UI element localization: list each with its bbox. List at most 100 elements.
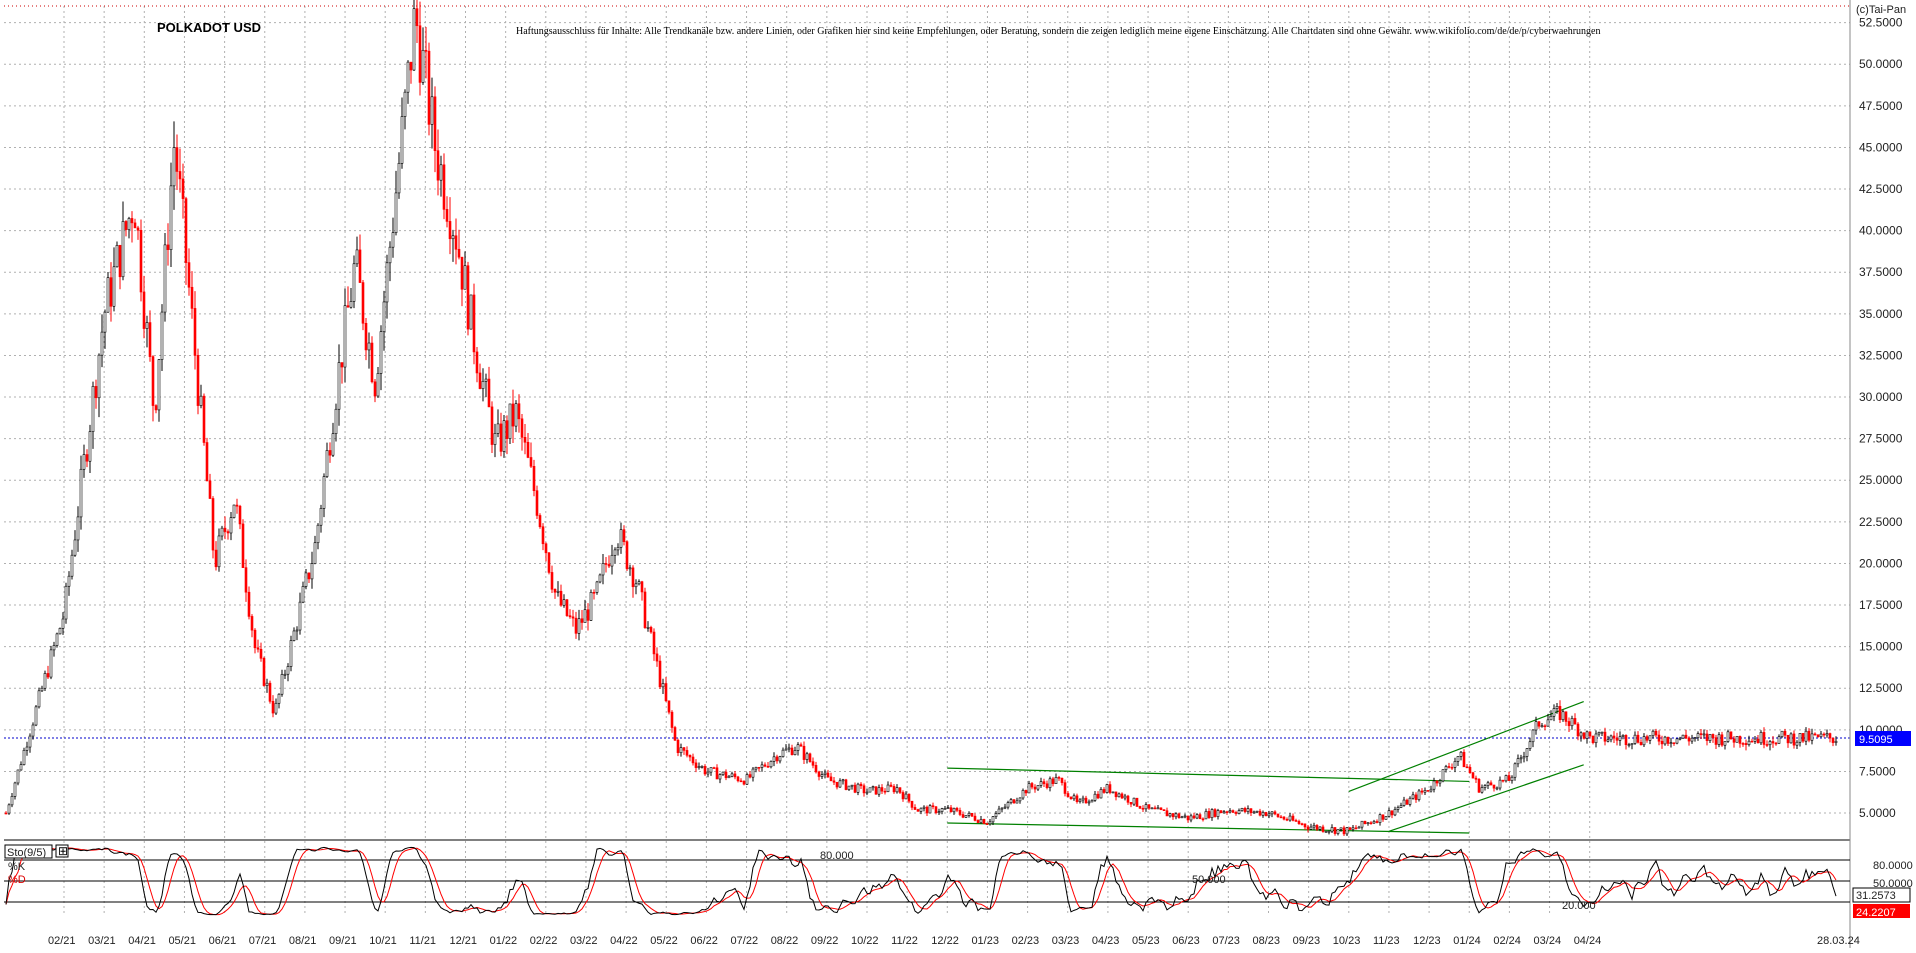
candle-body <box>37 690 41 708</box>
candle-body <box>1324 831 1328 833</box>
candle-body <box>871 786 875 789</box>
candle-body <box>1318 826 1322 830</box>
candle-body <box>10 796 14 806</box>
candle-body <box>151 356 155 406</box>
date-label: 28.03.24 <box>1817 935 1860 947</box>
candle-body <box>439 164 443 181</box>
candle-body <box>1345 827 1349 835</box>
candle-body <box>1216 810 1220 817</box>
candle-body <box>1174 813 1178 818</box>
candle-body <box>70 554 74 577</box>
candle-body <box>583 609 587 623</box>
candle-body <box>1708 734 1712 741</box>
candle-body <box>166 244 170 250</box>
candle-body <box>1804 730 1808 742</box>
candle-body <box>1285 818 1289 821</box>
candle-body <box>1102 789 1106 793</box>
candle-body <box>985 823 989 825</box>
candle-body <box>415 8 419 27</box>
candle-body <box>1519 757 1523 760</box>
candle-body <box>655 653 659 662</box>
candle-body <box>823 772 827 775</box>
candle-body <box>412 8 416 71</box>
candle-body <box>793 750 797 756</box>
candle-body <box>7 804 11 814</box>
candle-body <box>814 765 818 773</box>
candle-body <box>712 767 716 769</box>
candle-body <box>1462 751 1466 768</box>
candle-body <box>1180 816 1184 819</box>
candle-body <box>1246 808 1250 812</box>
candle-body <box>1213 809 1217 817</box>
y-axis: 52.5000 50.0000 47.5000 45.0000 42.5000 40.00… <box>1849 0 1903 948</box>
candle-body <box>484 378 488 382</box>
candle-body <box>1057 777 1061 779</box>
x-tick-label: 10/22 <box>851 935 879 947</box>
candle-body <box>1486 782 1490 786</box>
candle-body <box>1249 808 1253 814</box>
candle-body <box>436 150 440 181</box>
candle-body <box>1444 766 1448 770</box>
candle-body <box>1579 732 1583 737</box>
candle-body <box>649 627 653 633</box>
candle-body <box>349 301 353 308</box>
candle-body <box>1381 814 1385 820</box>
disclaimer-text: Haftungsausschluss für Inhalte: Alle Tre… <box>516 26 1601 37</box>
candle-body <box>1471 772 1475 779</box>
last-price-label: 9.5095 <box>1859 734 1893 746</box>
candle-body <box>1426 790 1430 792</box>
candle-body <box>1648 735 1652 741</box>
candle-body <box>1600 731 1604 734</box>
candle-body <box>715 767 719 780</box>
candle-body <box>1531 729 1535 743</box>
candle-body <box>376 373 380 397</box>
candle-body <box>640 581 644 593</box>
candle-body <box>529 457 533 467</box>
candle-body <box>517 403 521 420</box>
candle-body <box>1357 826 1361 829</box>
candle-body <box>790 747 794 756</box>
candle-body <box>829 776 833 782</box>
candle-body <box>163 244 167 313</box>
candle-body <box>742 780 746 785</box>
x-tick-label: 10/23 <box>1333 935 1361 947</box>
candle-body <box>853 784 857 793</box>
candle-body <box>880 787 884 792</box>
candle-body <box>940 808 944 812</box>
candle-body <box>706 771 710 775</box>
y-tick-label: 5.0000 <box>1859 806 1896 820</box>
candle-body <box>1273 811 1277 815</box>
candle-body <box>967 812 971 816</box>
candle-body <box>1666 736 1670 744</box>
candle-body <box>796 744 800 751</box>
x-tick-label: 01/22 <box>490 935 518 947</box>
candle-body <box>1111 791 1115 794</box>
stoch-k-line <box>5 846 1837 916</box>
candle-body <box>241 523 245 568</box>
candle-body <box>280 674 284 695</box>
candle-body <box>55 633 59 646</box>
candle-body <box>997 808 1001 814</box>
expand-icon[interactable] <box>55 844 69 858</box>
candle-body <box>556 590 560 593</box>
candle-body <box>1696 733 1700 738</box>
candle-body <box>931 805 935 808</box>
candle-body <box>988 821 992 825</box>
candle-body <box>943 808 947 810</box>
candle-body <box>1633 734 1637 744</box>
candle-body <box>1039 781 1043 786</box>
candle-body <box>1276 813 1280 818</box>
candle-body <box>1525 748 1529 757</box>
candle-body <box>961 814 965 818</box>
candle-body <box>304 572 308 587</box>
candle-body <box>496 423 500 434</box>
candle-body <box>427 50 431 125</box>
candle-body <box>1063 782 1067 794</box>
candle-body <box>1522 756 1526 759</box>
candle-body <box>1684 734 1688 739</box>
candle-body <box>538 515 542 528</box>
candle-body <box>1192 815 1196 819</box>
candle-body <box>331 433 335 456</box>
candle-body <box>67 575 71 587</box>
candle-body <box>40 687 44 692</box>
